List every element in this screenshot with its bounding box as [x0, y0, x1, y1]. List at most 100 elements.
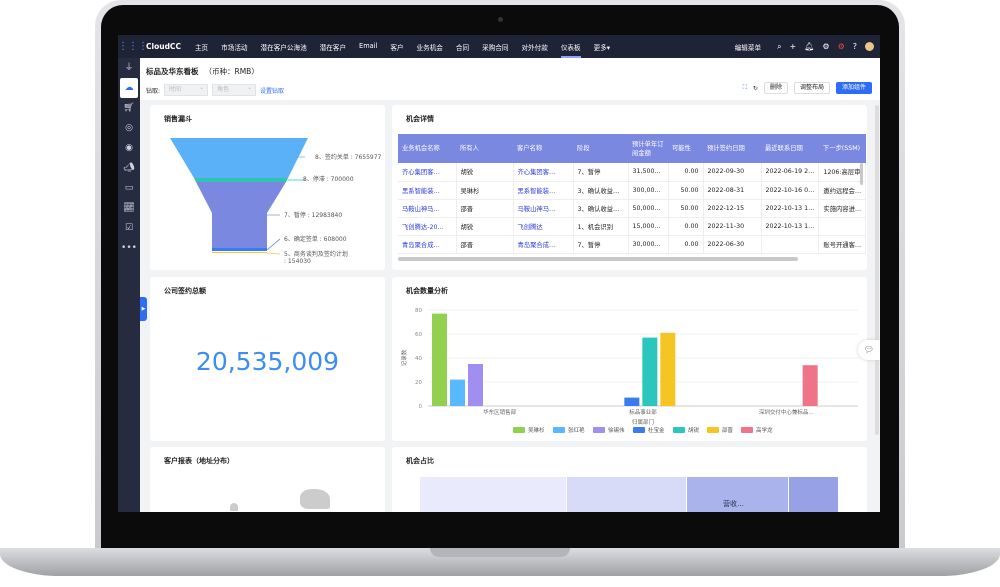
column-header[interactable]: 预计单年订阅金额 [628, 134, 668, 163]
treemap-cell[interactable]: 营收… [686, 477, 788, 512]
treemap-cell[interactable] [788, 477, 838, 512]
funnel-stage[interactable] [194, 178, 288, 182]
column-header[interactable]: 客户名称 [513, 134, 573, 163]
legend-swatch[interactable] [673, 427, 685, 433]
table-row[interactable]: 飞创腾达-20… 胡锐 飞创腾达 1、机会识别 15,000… 0.00 2022-11-3… [398, 217, 867, 236]
table-link[interactable]: 黑系智能装… [513, 181, 574, 200]
bar-吴琳杉[interactable] [432, 313, 447, 406]
question-icon[interactable]: ? [852, 42, 857, 51]
legend-swatch[interactable] [513, 427, 525, 433]
table-link[interactable]: 黑系智能装… [398, 181, 457, 200]
column-header[interactable]: 下一步(SSM) [818, 134, 866, 163]
plus-icon[interactable]: + [789, 42, 797, 51]
column-header[interactable]: 阶段 [573, 134, 628, 163]
column-header[interactable]: 业务机会名称 [398, 134, 456, 163]
nav-item[interactable]: 采购合同 [482, 43, 509, 52]
legend-swatch[interactable] [553, 427, 565, 433]
nav-item[interactable]: 对外付款 [521, 43, 548, 52]
funnel-stage[interactable] [196, 182, 286, 248]
funnel-stage[interactable] [212, 248, 267, 251]
table-link[interactable]: 青岛聚合成… [398, 235, 457, 254]
location-icon[interactable]: ◎ [125, 123, 133, 133]
funnel-icon[interactable]: ⏚ [124, 63, 134, 73]
nav-item[interactable]: 客户 [390, 43, 404, 52]
collapse-handle[interactable]: ▶ [140, 297, 147, 321]
refresh-icon[interactable]: ↻ [752, 84, 758, 92]
page-scrollbar[interactable] [875, 105, 879, 435]
legend-label[interactable]: 张红艳 [568, 426, 585, 434]
cart-icon[interactable]: 🛒︎ [123, 103, 135, 113]
nav-item[interactable]: 合同 [455, 43, 470, 52]
table-link[interactable]: 飞创腾达-20… [398, 217, 457, 236]
bar-杜宝金[interactable] [624, 397, 640, 406]
search-icon[interactable]: ⌕ [777, 41, 782, 51]
monitor-icon[interactable]: ▭ [124, 183, 134, 193]
bar-邵晋[interactable] [660, 332, 676, 406]
megaphone-icon[interactable]: 📣︎ [123, 163, 135, 173]
table-title: 机会详情 [406, 115, 434, 123]
funnel-stage[interactable] [212, 252, 267, 253]
legend-label[interactable]: 吴琳杉 [528, 426, 545, 434]
edit-menu-link[interactable]: 编辑菜单 [734, 43, 762, 52]
treemap-cell[interactable] [420, 477, 566, 512]
fullscreen-icon[interactable]: ⛶ [742, 84, 747, 91]
legend-label[interactable]: 邵晋 [722, 426, 734, 434]
legend-swatch[interactable] [593, 427, 605, 433]
delete-button[interactable]: 删除 [763, 82, 788, 94]
legend-swatch[interactable] [741, 427, 753, 433]
legend-swatch[interactable] [633, 427, 645, 433]
legend-swatch[interactable] [707, 427, 719, 433]
checklist-icon[interactable]: ☑ [124, 223, 134, 233]
help-ring-icon[interactable]: ⚙ [837, 42, 845, 51]
bell-icon[interactable]: 🔔︎ [804, 42, 815, 51]
nav-item[interactable]: Email [359, 41, 378, 50]
nav-item[interactable]: 潜在客户 [319, 43, 347, 52]
bar-张红艳[interactable] [450, 379, 465, 406]
bar-胡锐[interactable] [642, 337, 658, 406]
nav-item[interactable]: 更多▾ [593, 43, 611, 52]
adjust-layout-button[interactable]: 调整布局 [793, 82, 830, 94]
column-header[interactable]: 预计签约日期 [703, 134, 761, 163]
table-row[interactable]: 青岛聚合成… 邵晋 青岛聚合成… 7、暂停 30,000… 0.00 2022-06-30 账… [398, 235, 867, 254]
drill-time-select[interactable]: 时间 [164, 83, 209, 96]
gear-icon[interactable]: ⚙ [822, 42, 830, 51]
chart-icon[interactable]: 📈︎ [123, 203, 135, 213]
table-link[interactable]: 马鞍山神马… [398, 199, 457, 218]
brand[interactable]: CloudCC [146, 42, 181, 51]
column-header[interactable]: 所有人 [456, 134, 513, 163]
table-row[interactable]: 马鞍山神马… 邵晋 马鞍山神马… 3、确认收益… 50,000… 50.00 2022-12… [398, 199, 867, 218]
column-header[interactable]: 可能性 [668, 134, 703, 163]
vertical-scrollbar[interactable] [860, 163, 863, 185]
add-component-button[interactable]: 添加组件 [835, 82, 872, 94]
nav-item[interactable]: 潜在客户公海池 [260, 43, 307, 52]
column-header[interactable]: 最近联系日期 [761, 134, 819, 163]
avatar[interactable] [865, 42, 874, 51]
table-link[interactable]: 马鞍山神马… [513, 199, 574, 218]
cloud-icon[interactable]: ☁ [120, 78, 138, 98]
chat-icon[interactable]: 💬︎ [858, 340, 880, 360]
funnel-stage[interactable] [170, 138, 308, 178]
nav-item[interactable]: 主页 [194, 43, 209, 52]
nav-item[interactable]: 仪表板 [560, 43, 581, 58]
legend-label[interactable]: 杜宝金 [648, 426, 665, 434]
table-row[interactable]: 黑系智能装… 吴琳杉 黑系智能装… 3、确认收益… 300,00… 50.00 2022-0… [398, 181, 867, 200]
table-row[interactable]: 齐心集团客… 胡锐 齐心集团客… 7、暂停 31,500… 0.00 2022-09-30 2… [398, 163, 867, 182]
table-link[interactable]: 齐心集团客… [398, 163, 457, 182]
set-drill-link[interactable]: 设置钻取 [260, 87, 285, 95]
table-link[interactable]: 齐心集团客… [513, 163, 574, 182]
eye-icon[interactable]: ◉ [125, 143, 133, 153]
treemap-cell[interactable] [566, 477, 686, 512]
drill-role-select[interactable]: 角色 [212, 83, 257, 96]
horizontal-scrollbar[interactable] [398, 257, 798, 261]
nav-item[interactable]: 市场活动 [221, 43, 248, 52]
legend-label[interactable]: 徐锡伟 [608, 426, 625, 434]
more-icon[interactable]: ••• [121, 243, 137, 253]
bar-高学龙[interactable] [802, 365, 818, 406]
bar-徐锡伟[interactable] [468, 364, 483, 406]
legend-label[interactable]: 高学龙 [756, 426, 773, 434]
app-grid-icon[interactable]: ⋮⋮⋮ [118, 41, 148, 52]
table-link[interactable]: 飞创腾达 [513, 217, 574, 236]
nav-item[interactable]: 业务机会 [416, 43, 443, 52]
table-link[interactable]: 青岛聚合成… [513, 235, 574, 254]
legend-label[interactable]: 胡锐 [688, 426, 700, 434]
